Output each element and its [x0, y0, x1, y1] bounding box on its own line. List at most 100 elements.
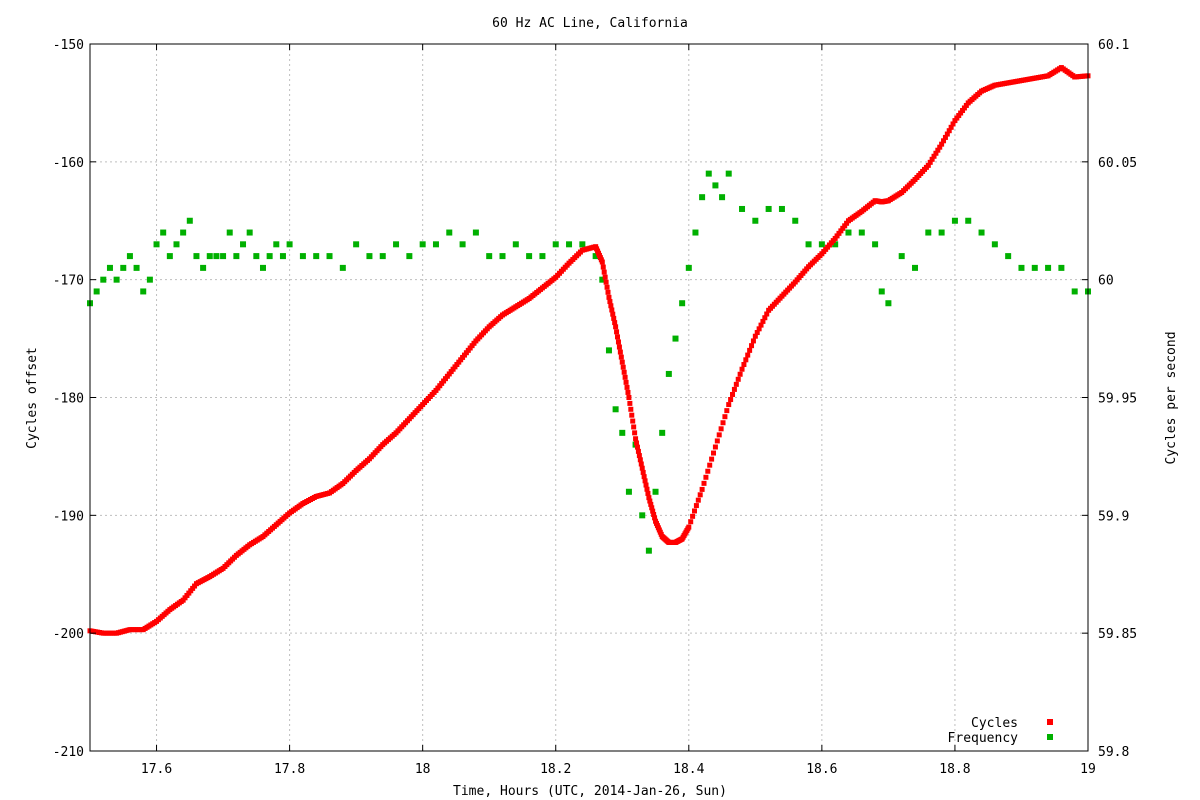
trace-point-cycles: [617, 349, 623, 355]
trace-point-cycles: [933, 150, 939, 156]
data-point-frequency: [712, 182, 719, 189]
x-tick-label: 18.2: [540, 762, 571, 777]
data-point-cycles: [925, 162, 931, 168]
data-point-frequency: [599, 276, 606, 283]
trace-point-cycles: [623, 379, 629, 385]
trace-point-cycles: [720, 420, 726, 426]
trace-point-cycles: [745, 352, 751, 358]
trace-point-cycles: [627, 400, 633, 406]
trace-point-cycles: [601, 269, 607, 275]
data-point-frequency: [279, 253, 286, 260]
trace-point-cycles: [927, 159, 933, 165]
data-point-frequency: [379, 253, 386, 260]
x-tick-label: 18: [415, 762, 431, 777]
y-right-tick-label: 59.95: [1098, 392, 1137, 407]
trace-point-cycles: [693, 503, 699, 509]
data-point-cycles: [619, 359, 625, 365]
trace-point-cycles: [648, 501, 654, 507]
data-point-frequency: [299, 253, 306, 260]
data-point-cycles: [633, 436, 639, 442]
trace-point-cycles: [747, 347, 753, 353]
trace-point-cycles: [640, 469, 646, 475]
trace-point-cycles: [958, 110, 964, 116]
data-point-frequency: [499, 253, 506, 260]
data-point-cycles: [739, 366, 745, 372]
data-point-frequency: [220, 253, 227, 260]
data-point-frequency: [645, 547, 652, 554]
data-point-frequency: [719, 194, 726, 201]
ticks: 17.6 17.8 18 18.2 18.4 18.6 18.8 19 -210 -200 -190…: [53, 38, 1137, 777]
trace-point-cycles: [844, 220, 850, 226]
data-point-frequency: [339, 264, 346, 271]
trace-point-cycles: [750, 338, 756, 344]
data-point-frequency: [1071, 288, 1078, 295]
legend-label: Cycles: [971, 716, 1018, 731]
data-point-frequency: [313, 253, 320, 260]
trace-point-cycles: [756, 326, 762, 332]
trace-point-cycles: [634, 440, 640, 446]
trace-point-cycles: [701, 480, 707, 486]
data-point-frequency: [805, 241, 812, 248]
data-point-frequency: [1045, 264, 1052, 271]
data-point-frequency: [459, 241, 466, 248]
trace-point-cycles: [645, 490, 651, 496]
trace-point-cycles: [608, 303, 614, 309]
y-right-tick-label: 59.9: [1098, 509, 1129, 524]
data-point-frequency: [659, 429, 666, 436]
data-point-cycles: [613, 324, 619, 330]
data-point-frequency: [406, 253, 413, 260]
trace-point-cycles: [718, 426, 724, 432]
trace-point-cycles: [650, 508, 656, 514]
data-point-frequency: [486, 253, 493, 260]
trace-point-cycles: [709, 456, 715, 462]
data-point-frequency: [679, 300, 686, 307]
data-point-frequency: [266, 253, 273, 260]
data-point-frequency: [366, 253, 373, 260]
data-point-frequency: [200, 264, 207, 271]
data-point-frequency: [259, 264, 266, 271]
legend-label: Frequency: [948, 731, 1019, 746]
data-point-frequency: [625, 488, 632, 495]
data-point-cycles: [639, 465, 645, 471]
data-point-frequency: [832, 241, 839, 248]
y-left-tick-label: -190: [53, 509, 84, 524]
data-point-frequency: [326, 253, 333, 260]
trace-point-cycles: [616, 344, 622, 350]
trace-point-cycles: [944, 131, 950, 137]
trace-point-cycles: [950, 121, 956, 127]
trace-point-cycles: [714, 438, 720, 444]
trace-point-cycles: [735, 376, 741, 382]
data-point-frequency: [951, 217, 958, 224]
trace-point-cycles: [695, 497, 701, 503]
trace-point-cycles: [652, 515, 658, 521]
data-point-frequency: [166, 253, 173, 260]
trace-point-cycles: [931, 153, 937, 159]
data-point-frequency: [699, 194, 706, 201]
data-point-cycles: [712, 444, 718, 450]
data-point-cycles: [606, 294, 612, 300]
x-axis-label: Time, Hours (UTC, 2014-Jan-26, Sun): [453, 784, 727, 799]
data-point-cycles: [686, 524, 692, 530]
data-point-frequency: [180, 229, 187, 236]
data-point-frequency: [938, 229, 945, 236]
data-point-frequency: [1005, 253, 1012, 260]
trace-point-cycles: [764, 311, 770, 317]
data-point-frequency: [665, 370, 672, 377]
data-point-frequency: [240, 241, 247, 248]
trace-point-cycles: [963, 102, 969, 108]
data-point-frequency: [872, 241, 879, 248]
data-point-frequency: [705, 170, 712, 177]
trace-point-cycles: [638, 461, 644, 467]
data-point-frequency: [120, 264, 127, 271]
x-tick-label: 18.8: [939, 762, 970, 777]
data-point-frequency: [106, 264, 113, 271]
trace-point-cycles: [842, 223, 848, 229]
series-cycles: [87, 65, 1091, 636]
data-point-frequency: [213, 253, 220, 260]
trace-point-cycles: [632, 430, 638, 436]
data-point-frequency: [93, 288, 100, 295]
trace-point-cycles: [628, 406, 634, 412]
